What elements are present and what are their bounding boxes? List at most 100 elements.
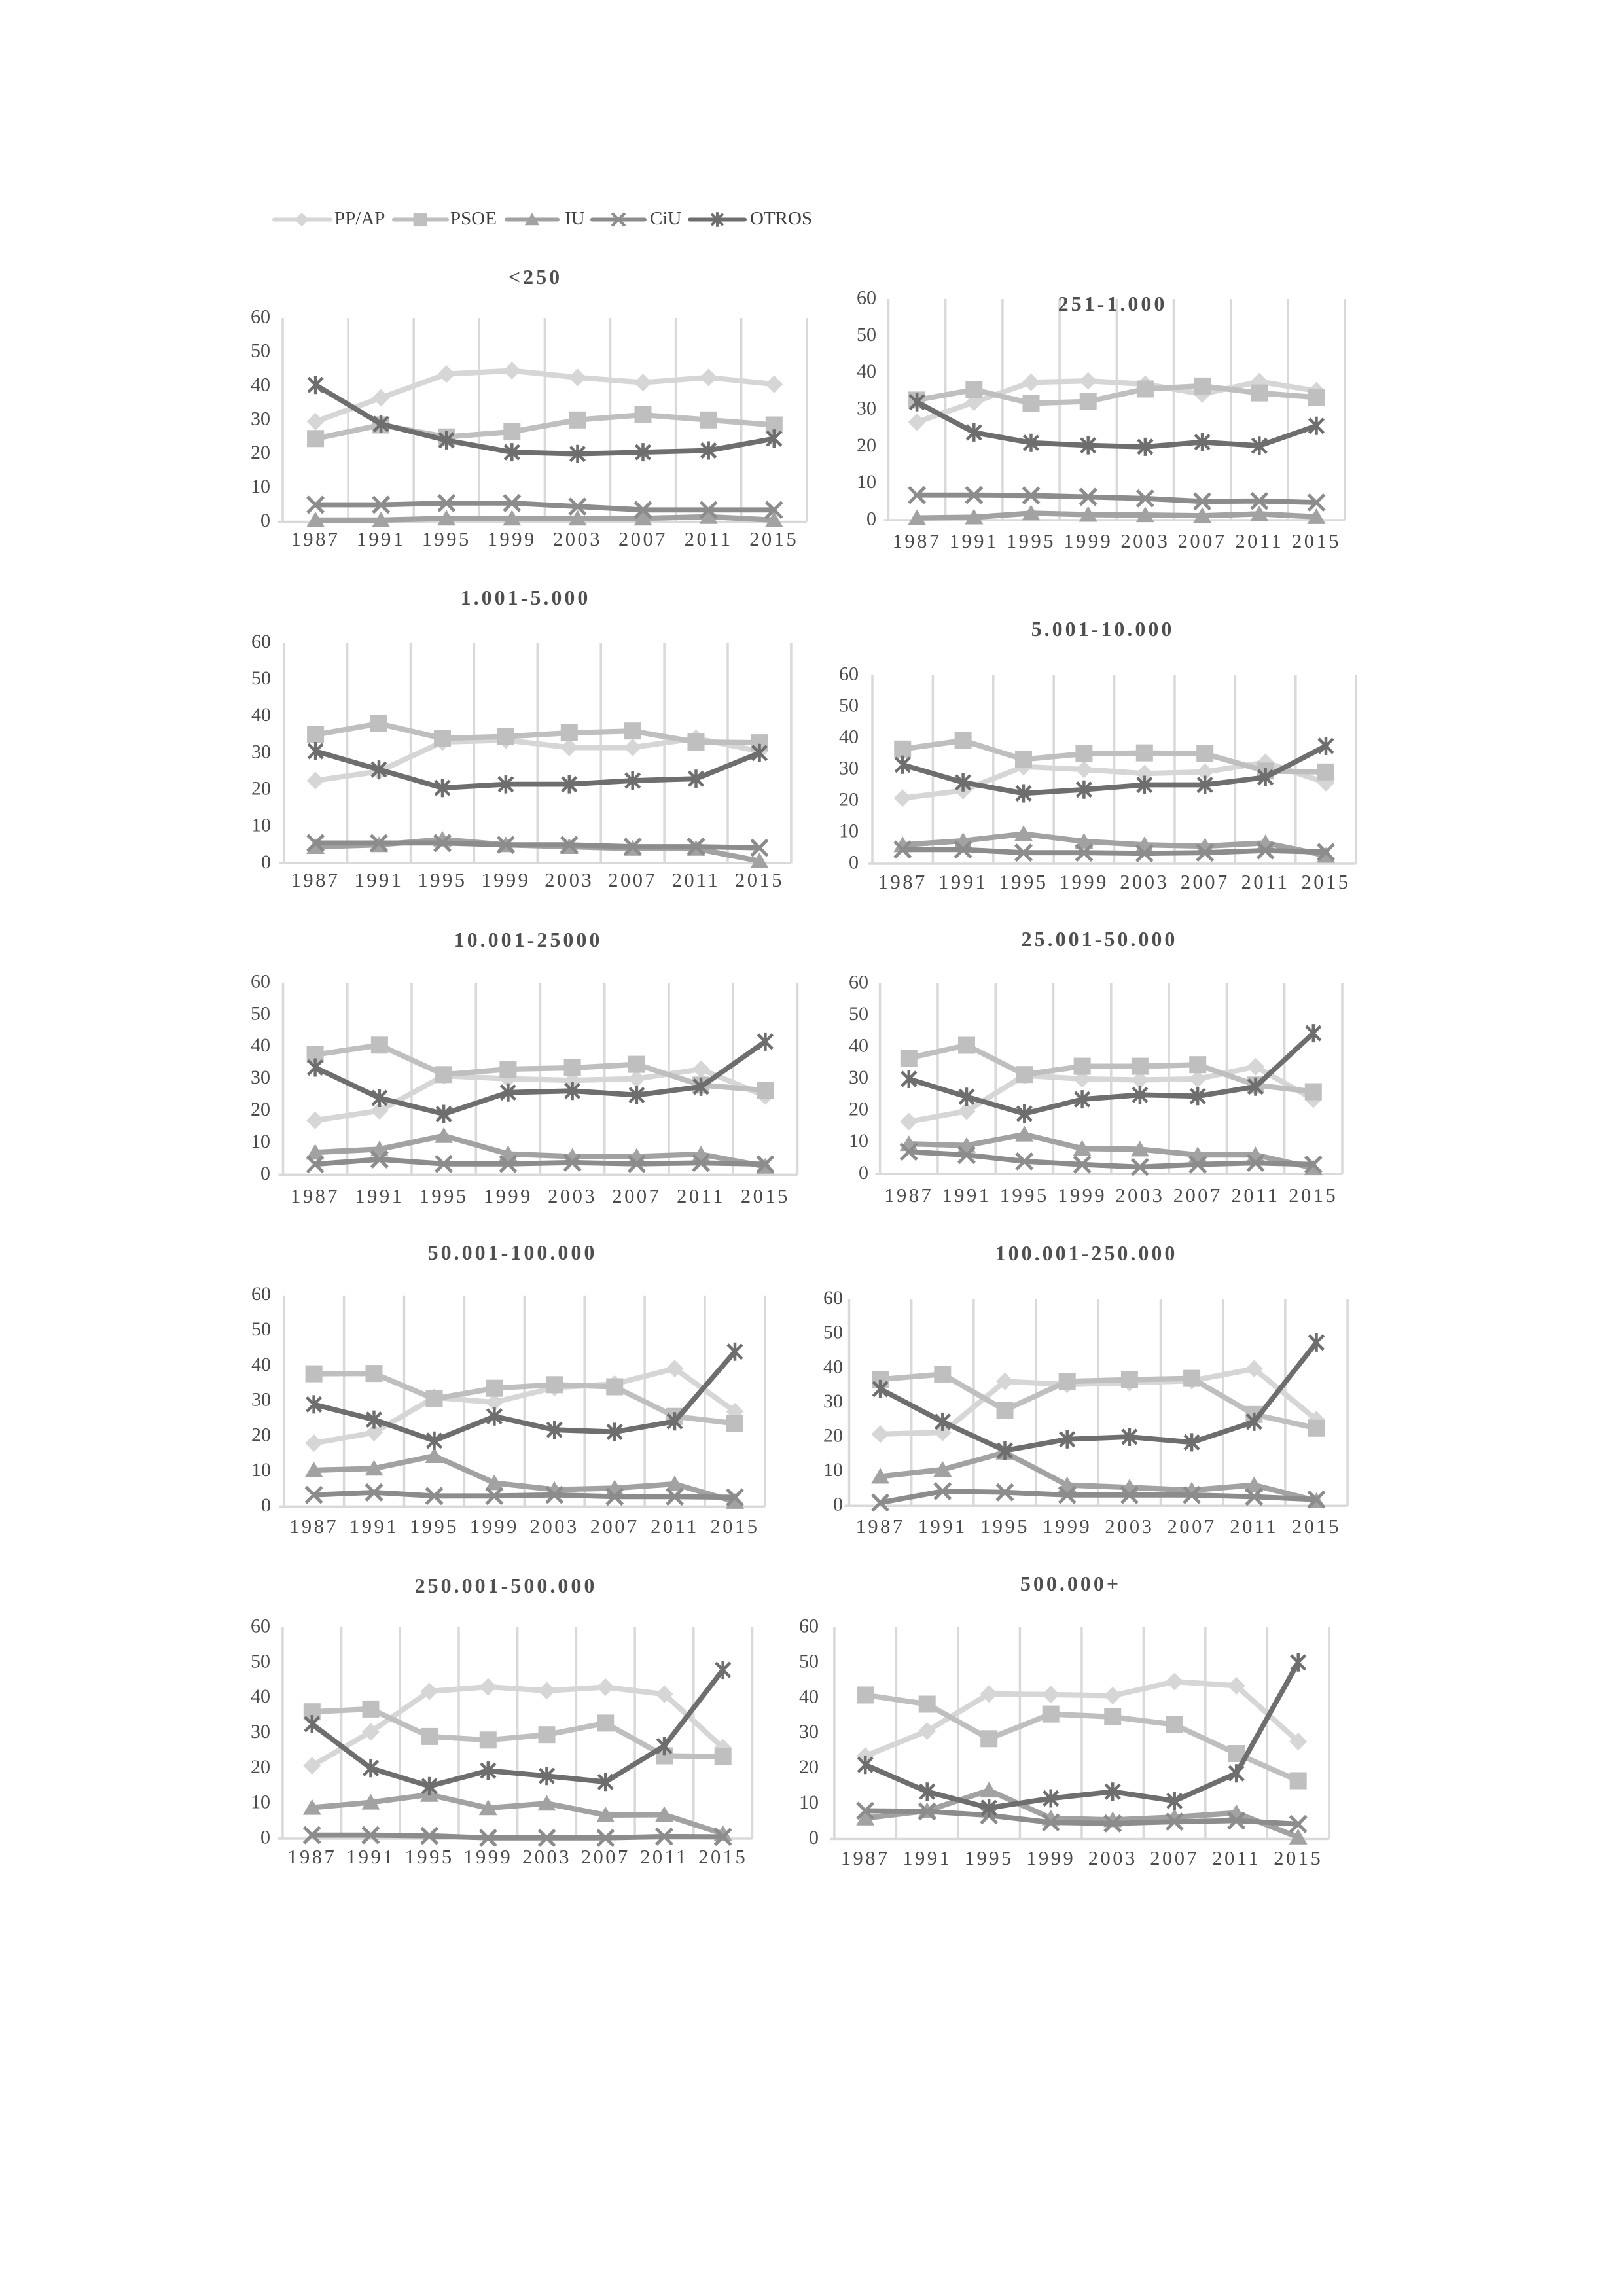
svg-text:1999: 1999: [463, 1846, 512, 1868]
svg-text:40: 40: [251, 1354, 271, 1375]
svg-text:1991: 1991: [938, 871, 988, 893]
svg-text:0: 0: [833, 1494, 843, 1515]
svg-text:1995: 1995: [1007, 530, 1056, 552]
svg-text:250.001-500.000: 250.001-500.000: [415, 1574, 597, 1597]
svg-text:60: 60: [251, 631, 271, 652]
svg-text:2011: 2011: [1212, 1847, 1260, 1869]
svg-text:2015: 2015: [1289, 1184, 1338, 1207]
svg-text:0: 0: [261, 851, 271, 873]
svg-text:2011: 2011: [672, 869, 721, 891]
svg-text:1987: 1987: [841, 1847, 890, 1869]
svg-text:2011: 2011: [651, 1515, 699, 1538]
svg-text:40: 40: [857, 361, 876, 382]
svg-text:2015: 2015: [1274, 1847, 1323, 1869]
svg-text:2007: 2007: [1168, 1515, 1217, 1538]
svg-text:30: 30: [857, 398, 876, 419]
svg-text:1987: 1987: [291, 1185, 340, 1207]
svg-text:1987: 1987: [289, 1515, 338, 1538]
svg-text:30: 30: [799, 1721, 819, 1742]
svg-text:100.001-250.000: 100.001-250.000: [995, 1241, 1178, 1265]
svg-text:2003: 2003: [1115, 1184, 1164, 1207]
svg-text:CiU: CiU: [650, 208, 681, 229]
svg-text:1999: 1999: [470, 1515, 519, 1538]
svg-text:50: 50: [251, 340, 270, 361]
svg-text:1991: 1991: [902, 1847, 952, 1869]
svg-text:2011: 2011: [1232, 1184, 1280, 1207]
svg-text:30: 30: [849, 1067, 868, 1088]
svg-text:10: 10: [823, 1459, 843, 1481]
svg-text:10: 10: [857, 471, 876, 493]
svg-text:10: 10: [251, 1792, 270, 1813]
svg-text:0: 0: [809, 1827, 819, 1848]
svg-text:1995: 1995: [405, 1846, 454, 1868]
svg-text:2011: 2011: [1230, 1515, 1278, 1538]
svg-text:2003: 2003: [1120, 871, 1169, 893]
svg-text:2015: 2015: [749, 528, 798, 550]
svg-text:2003: 2003: [553, 528, 602, 550]
svg-text:2003: 2003: [544, 869, 594, 891]
svg-text:30: 30: [823, 1390, 843, 1412]
svg-text:20: 20: [839, 789, 859, 811]
svg-text:2007: 2007: [618, 528, 668, 550]
svg-text:1999: 1999: [1043, 1515, 1092, 1538]
svg-text:2007: 2007: [590, 1515, 639, 1538]
svg-text:2011: 2011: [685, 528, 733, 550]
svg-text:IU: IU: [565, 208, 585, 229]
svg-text:2015: 2015: [1292, 1515, 1341, 1538]
svg-text:40: 40: [799, 1686, 819, 1707]
svg-text:2003: 2003: [522, 1846, 571, 1868]
svg-text:50.001-100.000: 50.001-100.000: [428, 1241, 597, 1264]
svg-text:2015: 2015: [741, 1185, 790, 1207]
svg-text:40: 40: [251, 1034, 270, 1056]
svg-text:50: 50: [823, 1322, 843, 1343]
svg-text:1987: 1987: [287, 1846, 336, 1868]
svg-text:10: 10: [799, 1792, 819, 1813]
svg-text:500.000+: 500.000+: [1020, 1572, 1121, 1595]
svg-text:50: 50: [251, 1650, 270, 1672]
svg-text:1999: 1999: [481, 869, 530, 891]
svg-text:2003: 2003: [530, 1515, 579, 1538]
svg-text:2003: 2003: [548, 1185, 597, 1207]
svg-text:1999: 1999: [1063, 530, 1113, 552]
svg-text:2003: 2003: [1120, 530, 1169, 552]
svg-text:1991: 1991: [942, 1184, 991, 1207]
svg-text:1995: 1995: [422, 528, 471, 550]
svg-text:1999: 1999: [488, 528, 537, 550]
svg-text:60: 60: [849, 971, 868, 993]
svg-text:2007: 2007: [1178, 530, 1227, 552]
svg-text:20: 20: [849, 1099, 868, 1120]
svg-text:2011: 2011: [1235, 530, 1283, 552]
svg-text:1.001-5.000: 1.001-5.000: [461, 586, 591, 609]
svg-text:60: 60: [839, 663, 859, 685]
svg-text:1995: 1995: [419, 1185, 469, 1207]
svg-text:60: 60: [799, 1615, 819, 1636]
svg-text:2007: 2007: [581, 1846, 630, 1868]
svg-text:1991: 1991: [349, 1515, 399, 1538]
svg-text:OTROS: OTROS: [750, 208, 812, 229]
svg-text:30: 30: [839, 758, 859, 779]
svg-text:0: 0: [260, 1163, 270, 1184]
svg-text:1999: 1999: [1060, 871, 1109, 893]
svg-text:20: 20: [251, 1099, 270, 1120]
svg-text:20: 20: [799, 1756, 819, 1778]
svg-text:1987: 1987: [884, 1184, 933, 1207]
svg-text:2007: 2007: [1181, 871, 1230, 893]
svg-text:40: 40: [251, 374, 270, 395]
svg-text:30: 30: [251, 1389, 271, 1411]
svg-text:1991: 1991: [357, 528, 406, 550]
svg-text:2015: 2015: [1302, 871, 1351, 893]
svg-text:<250: <250: [508, 265, 562, 289]
svg-text:2011: 2011: [640, 1846, 688, 1868]
svg-text:10: 10: [849, 1130, 868, 1152]
svg-text:20: 20: [857, 434, 876, 456]
svg-text:1987: 1987: [893, 530, 942, 552]
svg-text:20: 20: [251, 442, 270, 463]
svg-text:60: 60: [251, 970, 270, 992]
svg-text:50: 50: [251, 1002, 270, 1024]
svg-text:1987: 1987: [856, 1515, 905, 1538]
svg-text:30: 30: [251, 1721, 270, 1742]
svg-text:1987: 1987: [878, 871, 927, 893]
svg-text:1999: 1999: [484, 1185, 533, 1207]
svg-text:2007: 2007: [1173, 1184, 1222, 1207]
svg-text:1999: 1999: [1026, 1847, 1075, 1869]
